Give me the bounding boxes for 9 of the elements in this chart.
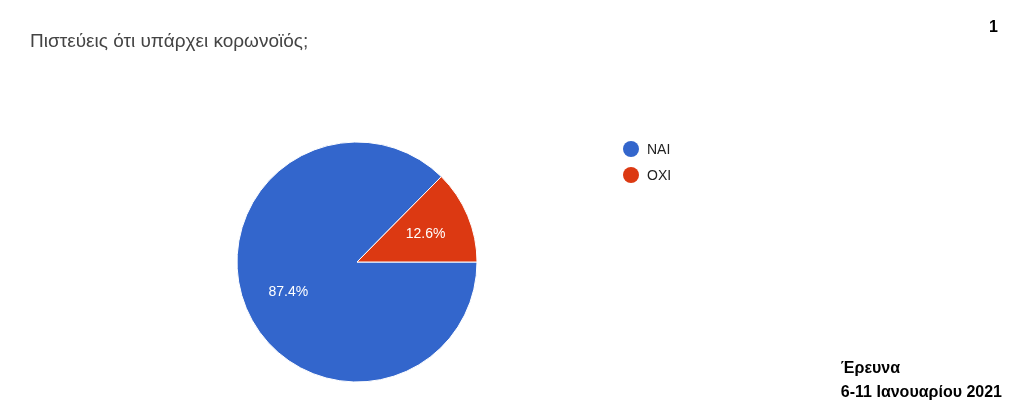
text: 6-11 Ιανουαρίου 2021 [840,382,1002,402]
chart-title: Πιστεύεις ότι υπάρχει κορωνοϊός; [30,30,309,52]
data-label: 87.4% [268,282,309,299]
pie-slice [236,141,478,383]
text: Έρευνα [840,358,902,378]
data-label: 12.6% [405,225,446,242]
legend-label: NAI [646,140,672,159]
text: 1 [989,18,998,36]
legend-label: OXI [646,166,672,185]
